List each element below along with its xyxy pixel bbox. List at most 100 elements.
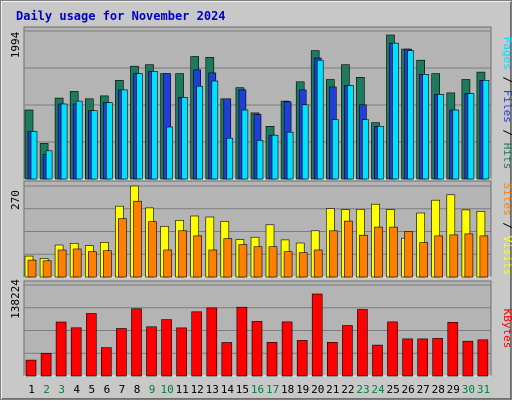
bar-kbytes-day-12 <box>191 311 202 377</box>
day-label-24: 24 <box>371 383 385 396</box>
day-label-7: 7 <box>119 383 126 396</box>
bar-pages-day-28 <box>437 94 445 180</box>
axis-label-part: Hits <box>501 143 512 170</box>
y-max-label: 1994 <box>9 31 22 58</box>
bar-kbytes-day-11 <box>176 327 187 377</box>
bar-sites-day-15 <box>238 244 248 278</box>
bar-pages-day-19 <box>301 104 309 180</box>
day-label-17: 17 <box>266 383 279 396</box>
bar-pages-day-10 <box>166 126 173 180</box>
bar-sites-day-19 <box>298 252 308 278</box>
bar-pages-day-5 <box>91 110 98 180</box>
bar-sites-day-18 <box>283 251 293 278</box>
day-label-11: 11 <box>176 383 189 396</box>
bar-pages-day-13 <box>211 80 219 180</box>
axis-label-visits_sites: Sites / Visits <box>501 183 512 276</box>
day-label-16: 16 <box>251 383 264 396</box>
bar-pages-day-12 <box>196 85 203 180</box>
bar-sites-day-12 <box>193 235 202 278</box>
bar-pages-day-15 <box>241 109 249 180</box>
bar-kbytes-day-6 <box>101 347 112 377</box>
bar-kbytes-day-27 <box>417 338 429 377</box>
day-label-31: 31 <box>477 383 490 396</box>
chart-panels: 1994 Pages / Files / Hits 270 Sites / Visit… <box>9 26 512 377</box>
bar-sites-day-25 <box>389 226 398 278</box>
day-label-21: 21 <box>326 383 339 396</box>
bar-sites-day-7 <box>118 218 127 278</box>
panel-visits_sites: 270 Sites / Visits <box>9 180 512 278</box>
bar-kbytes-day-19 <box>296 340 308 377</box>
bar-kbytes-day-15 <box>236 306 248 377</box>
day-label-28: 28 <box>432 383 445 396</box>
bar-pages-day-25 <box>392 42 399 180</box>
day-label-19: 19 <box>296 383 309 396</box>
bar-sites-day-21 <box>328 230 338 278</box>
day-label-2: 2 <box>43 383 50 396</box>
axis-label-separator: / <box>501 216 512 236</box>
bar-sites-day-4 <box>72 248 82 278</box>
bar-kbytes-day-31 <box>477 339 489 377</box>
bar-sites-day-30 <box>464 233 474 278</box>
day-label-10: 10 <box>160 383 173 396</box>
bar-kbytes-day-26 <box>402 338 413 377</box>
bar-kbytes-day-17 <box>266 341 278 377</box>
axis-label-separator: / <box>501 70 512 90</box>
axis-label-part: KBytes <box>501 309 512 349</box>
bar-sites-day-27 <box>419 242 429 278</box>
bar-sites-day-17 <box>268 246 278 278</box>
bar-sites-day-9 <box>148 221 157 278</box>
bar-sites-day-29 <box>449 234 459 278</box>
bar-pages-day-7 <box>121 89 128 180</box>
bar-pages-day-18 <box>286 131 294 180</box>
bar-pages-day-1 <box>30 131 38 180</box>
y-max-label: 138224 <box>9 279 22 319</box>
day-label-12: 12 <box>191 383 204 396</box>
day-label-9: 9 <box>149 383 156 396</box>
bar-sites-day-28 <box>434 235 444 278</box>
chart-title: Daily usage for November 2024 <box>16 9 226 23</box>
day-label-25: 25 <box>386 383 399 396</box>
bar-pages-day-11 <box>181 97 188 180</box>
bar-pages-day-31 <box>482 80 490 180</box>
bar-kbytes-day-20 <box>311 293 323 377</box>
bar-sites-day-8 <box>133 200 142 278</box>
axis-label-part: Visits <box>501 236 512 276</box>
bar-kbytes-day-9 <box>146 326 157 377</box>
bar-sites-day-31 <box>479 235 489 278</box>
bar-kbytes-day-16 <box>251 321 263 377</box>
series-pages <box>30 42 490 180</box>
bar-kbytes-day-2 <box>40 352 52 377</box>
bar-sites-day-16 <box>253 246 263 278</box>
bar-kbytes-day-30 <box>462 340 474 377</box>
day-label-29: 29 <box>447 383 460 396</box>
bar-pages-day-8 <box>136 73 143 180</box>
bar-sites-day-20 <box>313 249 323 278</box>
axis-label-kbytes: KBytes <box>501 309 512 349</box>
bar-kbytes-day-4 <box>70 327 82 377</box>
panel-kbytes: 138224 KBytes <box>9 279 512 377</box>
bar-pages-day-14 <box>226 137 234 180</box>
bar-kbytes-day-23 <box>357 309 368 377</box>
axis-label-hits_files_pages: Pages / Files / Hits <box>501 37 512 170</box>
bar-pages-day-17 <box>271 134 279 180</box>
bar-pages-day-26 <box>407 50 414 180</box>
bar-pages-day-23 <box>362 119 369 180</box>
y-max-label: 270 <box>9 190 22 210</box>
bar-pages-day-3 <box>60 103 68 180</box>
bar-pages-day-30 <box>467 93 475 180</box>
day-label-8: 8 <box>134 383 141 396</box>
bar-sites-day-1 <box>27 259 37 278</box>
bar-kbytes-day-24 <box>372 344 383 377</box>
bar-kbytes-day-7 <box>116 328 127 377</box>
day-label-1: 1 <box>28 383 35 396</box>
bar-sites-day-6 <box>103 250 112 278</box>
bar-kbytes-day-1 <box>25 359 37 377</box>
bar-pages-day-24 <box>377 126 384 180</box>
bar-sites-day-26 <box>404 231 413 278</box>
day-label-26: 26 <box>401 383 414 396</box>
bar-pages-day-22 <box>347 85 354 180</box>
bar-kbytes-day-29 <box>447 321 459 377</box>
day-label-27: 27 <box>417 383 430 396</box>
